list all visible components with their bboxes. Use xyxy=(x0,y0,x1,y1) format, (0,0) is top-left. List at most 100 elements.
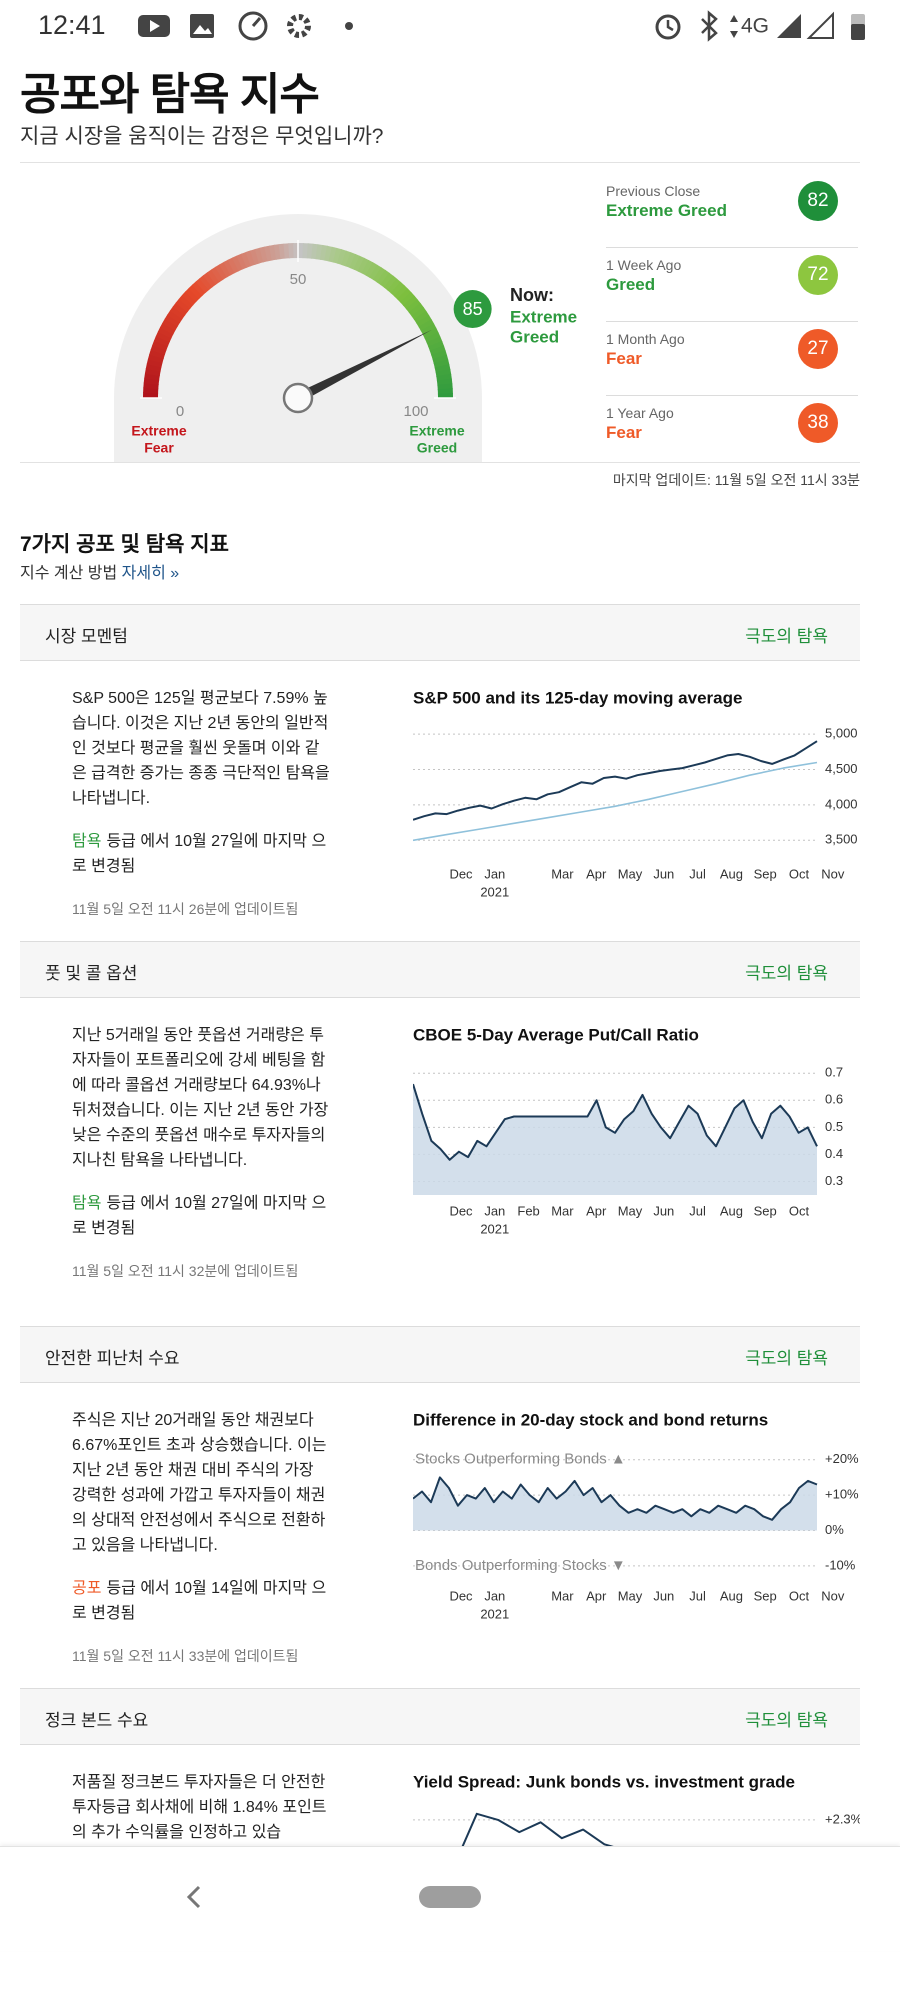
x-tick-label: Dec xyxy=(449,866,473,881)
gauge-band xyxy=(413,310,430,324)
card-title: 풋 및 콜 옵션 xyxy=(45,964,138,983)
card-title: 시장 모멘텀 xyxy=(45,627,128,646)
gauge-band xyxy=(337,249,347,266)
gauge-band xyxy=(426,336,443,348)
gauge-band xyxy=(143,392,159,398)
now-rating: Greed xyxy=(510,327,559,346)
gauge-band xyxy=(202,272,217,288)
gauge-band xyxy=(380,272,394,288)
line xyxy=(413,761,818,842)
card-rating: 극도의 탐욕 xyxy=(745,1711,828,1730)
card-title: 안전한 피난처 수요 xyxy=(45,1349,180,1368)
history-rating: Fear xyxy=(606,423,642,442)
x-tick-label: Jan xyxy=(484,866,505,881)
gauge-band xyxy=(432,354,449,365)
gauge-band xyxy=(437,383,453,391)
gauge-band xyxy=(422,327,439,340)
gauge-band xyxy=(147,353,164,364)
gauge-band xyxy=(206,269,221,285)
gauge-band xyxy=(424,332,441,344)
x-tick-label: Jul xyxy=(689,1203,706,1218)
change-rating: 탐욕 xyxy=(72,1195,102,1212)
gauge-band xyxy=(250,248,260,265)
y-tick-label: 0.5 xyxy=(825,1119,843,1134)
gauge-band xyxy=(169,306,186,320)
gauge-band xyxy=(155,331,172,343)
back-button[interactable] xyxy=(186,1885,201,1909)
gauge-band xyxy=(420,323,437,336)
chart-title: Yield Spread: Junk bonds vs. investment … xyxy=(413,1772,795,1791)
method-line: 지수 계산 방법 자세히 » xyxy=(20,559,179,583)
card-body: 지난 5거래일 동안 풋옵션 거래량은 투자자들이 포트폴리오에 강세 베팅을 … xyxy=(20,998,860,1326)
speed-icon xyxy=(238,11,268,41)
change-note: 탐욕 등급 에서 10월 27일에 마지막 으로 변경됨 xyxy=(72,1191,330,1241)
gauge-band xyxy=(390,281,405,297)
method-text: 지수 계산 방법 xyxy=(20,565,118,582)
gauge-band xyxy=(210,266,224,283)
gauge-band xyxy=(288,243,295,259)
gauge-band xyxy=(146,358,163,368)
divider xyxy=(20,162,860,163)
x-tick-label: Oct xyxy=(789,1203,810,1218)
gauge-low-label: Extreme xyxy=(131,423,186,439)
change-text: 등급 에서 10월 27일에 마지막 으로 변경됨 xyxy=(72,1195,327,1237)
history-list: Previous Close Extreme Greed 82 1 Week Ago G… xyxy=(606,174,858,470)
chart-title: S&P 500 and its 125-day moving average xyxy=(413,688,742,707)
gauge-band xyxy=(332,247,343,264)
last-update: 마지막 업데이트: 11월 5일 오전 11시 33분 xyxy=(612,472,860,488)
bluetooth-icon xyxy=(701,10,718,42)
y-tick-label: 0.7 xyxy=(825,1065,843,1080)
alarm-hands xyxy=(666,20,674,32)
gauge-band xyxy=(259,246,269,263)
alarm-icon xyxy=(655,14,681,40)
data-arrows xyxy=(730,15,738,38)
updated-note: 11월 5일 오전 11시 33분에 업데이트됨 xyxy=(72,1648,299,1664)
gauge-band xyxy=(145,363,162,372)
home-button[interactable] xyxy=(419,1886,481,1908)
x-tick-label: Feb xyxy=(517,1203,539,1218)
card-rating: 극도의 탐욕 xyxy=(745,1349,828,1368)
gauge-band xyxy=(369,264,382,281)
x-tick-label: Apr xyxy=(586,1588,607,1603)
x-tick-label: Dec xyxy=(449,1588,473,1603)
gauge-band xyxy=(387,278,402,294)
card-rating: 극도의 탐욕 xyxy=(745,964,828,983)
x-tick-label: Nov xyxy=(821,866,845,881)
y-tick-label: -10% xyxy=(825,1557,856,1572)
gauge-band xyxy=(361,259,374,276)
gauge-band xyxy=(396,288,412,303)
history-value: 27 xyxy=(798,329,838,369)
youtube-play xyxy=(150,20,160,32)
card-header: 정크 본드 수요 극도의 탐욕 xyxy=(20,1688,860,1745)
card-title: 정크 본드 수요 xyxy=(45,1711,149,1730)
gauge-bubble xyxy=(453,290,492,329)
battery-level xyxy=(851,24,865,40)
gauge-needle xyxy=(295,329,432,403)
card-header: 안전한 피난처 수요 극도의 탐욕 xyxy=(20,1326,860,1383)
gauge-band xyxy=(172,302,188,316)
x-tick-label: Sep xyxy=(754,1203,777,1218)
y-tick-label: 0% xyxy=(825,1522,844,1537)
gauge-band xyxy=(232,255,244,272)
gauge-band xyxy=(152,340,169,351)
gauge-band xyxy=(383,275,398,291)
gauge-band xyxy=(181,291,197,306)
gauge-tick-label: 0 xyxy=(176,403,184,420)
gauge-band xyxy=(357,257,370,274)
more-link[interactable]: 자세히 » xyxy=(121,565,180,582)
x-tick-label: May xyxy=(618,1588,643,1603)
history-value: 82 xyxy=(798,181,838,221)
y-tick-label: 0.6 xyxy=(825,1092,843,1107)
gauge-value: 85 xyxy=(463,299,483,319)
signal-icon xyxy=(777,14,801,38)
chart: CBOE 5-Day Average Put/Call Ratio 0.7 0.6 0… xyxy=(413,1025,843,1236)
y-tick-label: +2.3% xyxy=(825,1811,860,1826)
history-label: Previous Close xyxy=(606,183,701,199)
history-rating: Greed xyxy=(606,275,656,294)
card-text: S&P 500은 125일 평균보다 7.59% 높습니다. 이것은 지난 2년… xyxy=(72,686,330,920)
x-tick-label: Jul xyxy=(689,866,706,881)
gauge-band xyxy=(298,243,304,259)
status-bar: 12:41 4G xyxy=(38,10,865,42)
gauge-band xyxy=(149,349,166,359)
